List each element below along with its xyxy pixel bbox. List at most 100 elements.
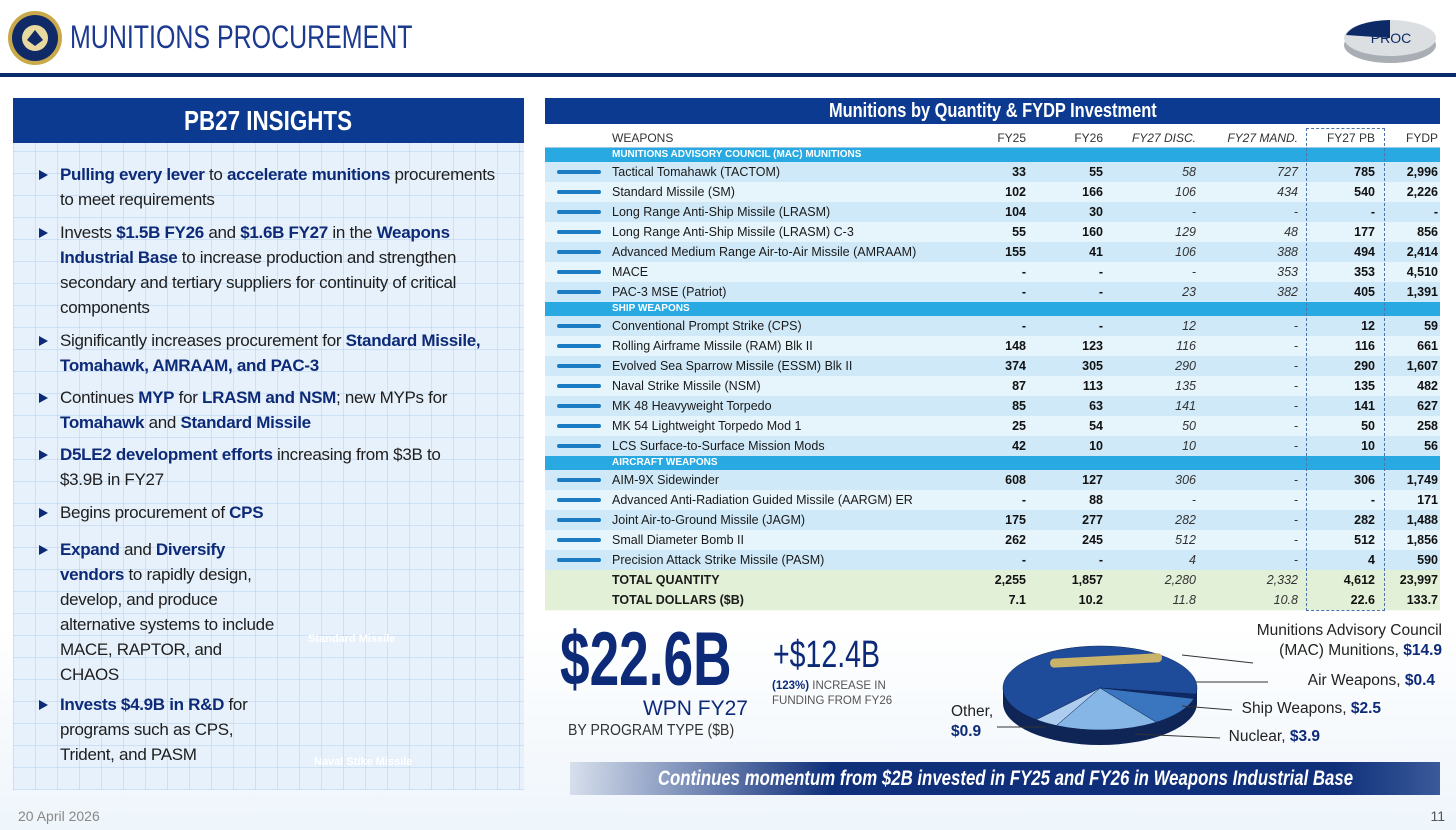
- table-cell: 56: [1424, 439, 1438, 453]
- banner-text: Continues momentum from $2B invested in …: [657, 766, 1353, 790]
- table-row: PAC-3 MSE (Patriot) - - 23 382 405 1,391: [545, 282, 1440, 303]
- pie-category: Nuclear,: [1228, 728, 1286, 745]
- pie-label: Ship Weapons, $2.5: [1181, 699, 1381, 719]
- table-cell: -: [1293, 473, 1298, 487]
- row-label: PAC-3 MSE (Patriot): [612, 285, 727, 299]
- table-cell: 55: [1012, 225, 1026, 239]
- bullet-text: ; new MYPs for: [336, 388, 448, 407]
- table-cell: 58: [1182, 165, 1196, 179]
- table-cell: 104: [1005, 205, 1026, 219]
- column-header: WEAPONS: [612, 131, 674, 145]
- table-cell: -: [1293, 493, 1298, 507]
- insights-title-text: PB27 INSIGHTS: [184, 104, 353, 136]
- table-cell: 353: [1277, 265, 1298, 279]
- bullet-text: to rapidly design, develop, and produce …: [60, 565, 274, 684]
- table-row: Long Range Anti-Ship Missile (LRASM) 104 3…: [545, 202, 1440, 223]
- pie-category: Munitions Advisory Council (MAC) Munitio…: [1256, 622, 1442, 659]
- pie-value: $2.5: [1350, 700, 1381, 717]
- table-row: Precision Attack Strike Missile (PASM) - -…: [545, 550, 1440, 571]
- table-cell: 155: [1005, 245, 1026, 259]
- table-cell: 127: [1082, 473, 1103, 487]
- table-cell: 87: [1012, 379, 1026, 393]
- total-row: TOTAL QUANTITY 2,255 1,857 2,280 2,332 4,612 2…: [545, 570, 1440, 591]
- table-cell: 54: [1089, 419, 1103, 433]
- pie-label: Munitions Advisory Council (MAC) Munitio…: [1220, 621, 1442, 661]
- table-cell: -: [1098, 553, 1103, 567]
- table-cell: 102: [1005, 185, 1026, 199]
- bullet-marker: [39, 228, 48, 238]
- pie-label: Other, $0.9: [951, 702, 1001, 742]
- table-cell: 160: [1082, 225, 1103, 239]
- table-cell: 277: [1082, 513, 1103, 527]
- weapon-icon: [557, 324, 601, 328]
- table-header: WEAPONS FY25 FY26 FY27 DISC. FY27 MAND. FY27 …: [545, 128, 1440, 148]
- table-cell: 4: [1368, 553, 1375, 567]
- weapon-icon: [557, 344, 601, 348]
- pie-title-text: BY PROGRAM TYPE ($B): [568, 722, 735, 739]
- table-cell: 42: [1012, 439, 1026, 453]
- pie-category: Air Weapons,: [1307, 672, 1401, 689]
- increase-pct: (123%): [772, 680, 810, 692]
- bullet-marker: [39, 393, 48, 403]
- page-title: MUNITIONS PROCUREMENT: [70, 19, 509, 56]
- table-cell: 2,226: [1406, 185, 1438, 199]
- table-cell: 12: [1182, 319, 1196, 333]
- table-cell: 50: [1361, 419, 1375, 433]
- row-label: AIM-9X Sidewinder: [612, 473, 719, 487]
- bullet-text: increasing from $3B to $3.9B in FY27: [60, 445, 441, 489]
- section-title: MUNITIONS ADVISORY COUNCIL (MAC) MUNITIO…: [612, 149, 862, 160]
- table-cell: 382: [1277, 285, 1298, 299]
- table-cell: 2,414: [1406, 245, 1438, 259]
- bullet-text: to: [204, 165, 227, 184]
- row-label: TOTAL QUANTITY: [612, 573, 720, 587]
- bullet-emphasis: Tomahawk: [60, 413, 145, 432]
- table-cell: 55: [1089, 165, 1103, 179]
- bullet-marker: [39, 336, 48, 346]
- weapon-icon: [557, 444, 601, 448]
- table-row: Advanced Medium Range Air-to-Air Missile…: [545, 242, 1440, 263]
- table-cell: -: [1293, 359, 1298, 373]
- table-cell: -: [1293, 379, 1298, 393]
- table-cell: 512: [1175, 533, 1196, 547]
- weapon-icon: [557, 478, 601, 482]
- table-cell: 23,997: [1399, 573, 1438, 587]
- leader-lines: [997, 654, 1268, 739]
- row-label: Advanced Medium Range Air-to-Air Missile…: [612, 245, 917, 259]
- bullet: Invests $1.5B FY26 and $1.6B FY27 in the…: [60, 220, 500, 320]
- bullet-text: Invests: [60, 223, 117, 242]
- table-row: AIM-9X Sidewinder 608 127 306 - 306 1,749: [545, 470, 1440, 491]
- bullet-marker: [39, 450, 48, 460]
- row-label: Naval Strike Missile (NSM): [612, 379, 761, 393]
- table-cell: 85: [1012, 399, 1026, 413]
- bullet: Continues MYP for LRASM and NSM; new MYP…: [60, 385, 480, 435]
- table-cell: 590: [1417, 553, 1438, 567]
- increase-text: +$12.4B: [773, 634, 880, 676]
- table-cell: -: [1021, 553, 1026, 567]
- table-cell: 2,255: [994, 573, 1026, 587]
- badge-label: PROC: [1370, 30, 1412, 46]
- table-cell: -: [1293, 319, 1298, 333]
- bullet-emphasis: Expand: [60, 540, 120, 559]
- row-label: Conventional Prompt Strike (CPS): [612, 319, 802, 333]
- pie-missile: [1050, 653, 1162, 668]
- bullet: Begins procurement of CPS: [60, 500, 295, 525]
- table-cell: -: [1370, 205, 1375, 219]
- table-cell: 540: [1354, 185, 1375, 199]
- bullet-emphasis: Weapons Industrial Base: [60, 223, 450, 267]
- table-cell: 50: [1182, 419, 1196, 433]
- table-cell: 282: [1354, 513, 1375, 527]
- bullet-text: Continues: [60, 388, 139, 407]
- table-cell: 353: [1354, 265, 1375, 279]
- total-funding-text: $22.6B: [560, 617, 732, 702]
- bullet-text: to increase production and strengthen se…: [60, 248, 457, 317]
- table-cell: -: [1293, 533, 1298, 547]
- pie-value: $0.4: [1404, 672, 1435, 689]
- table-cell: 106: [1175, 245, 1196, 259]
- row-label: MACE: [612, 265, 649, 279]
- page-number: 11: [1430, 808, 1445, 824]
- bullet-emphasis: $1.6B FY27: [240, 223, 328, 242]
- table-cell: -: [1293, 205, 1298, 219]
- table-cell: -: [1191, 205, 1196, 219]
- table-cell: 10.8: [1273, 593, 1298, 607]
- bullet-emphasis: Invests $4.9B in R&D: [60, 695, 225, 714]
